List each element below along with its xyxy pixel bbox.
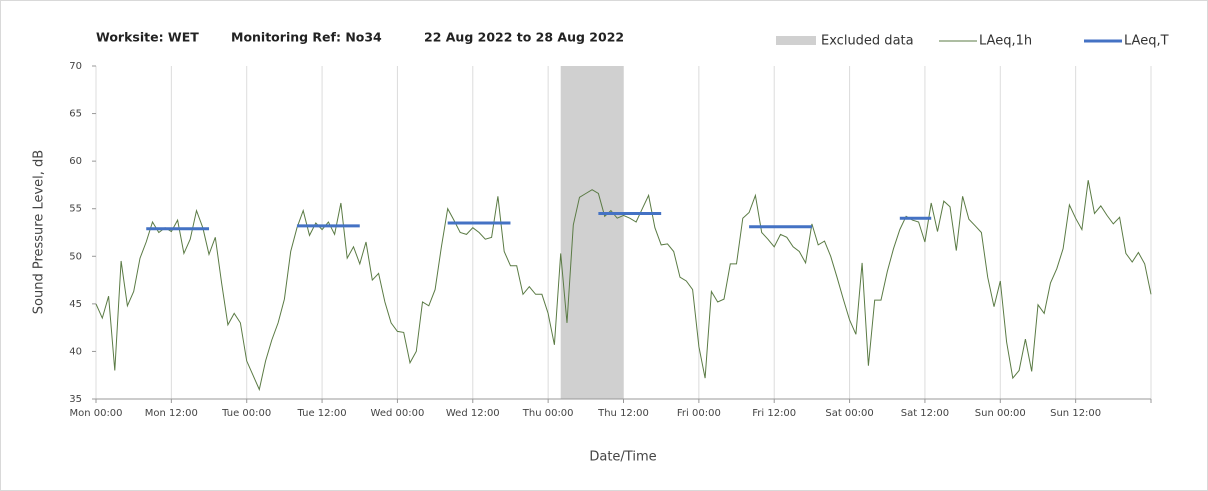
- y-tick-label: 65: [69, 109, 82, 120]
- chart-title: Worksite: WET: [96, 30, 199, 45]
- x-tick-label: Wed 12:00: [446, 408, 500, 419]
- y-tick-label: 35: [69, 394, 82, 405]
- chart-title: 22 Aug 2022 to 28 Aug 2022: [424, 30, 624, 45]
- x-tick-label: Sat 12:00: [901, 408, 949, 419]
- x-tick-label: Mon 12:00: [145, 408, 198, 419]
- x-tick-label: Thu 12:00: [597, 408, 649, 419]
- x-tick-label: Tue 12:00: [297, 408, 347, 419]
- chart-title: Monitoring Ref: No34: [231, 30, 382, 45]
- y-tick-label: 55: [69, 204, 82, 215]
- y-tick-label: 50: [69, 251, 82, 262]
- legend-label: LAeq,1h: [979, 34, 1032, 49]
- legend-label: LAeq,T: [1124, 34, 1169, 49]
- x-tick-label: Tue 00:00: [221, 408, 271, 419]
- x-tick-label: Wed 00:00: [371, 408, 425, 419]
- x-tick-label: Thu 00:00: [522, 408, 574, 419]
- legend-label: Excluded data: [821, 34, 914, 49]
- y-axis-label: Sound Pressure Level, dB: [32, 150, 47, 314]
- x-tick-label: Mon 00:00: [69, 408, 122, 419]
- x-tick-label: Sun 12:00: [1050, 408, 1101, 419]
- y-tick-label: 40: [69, 346, 82, 357]
- line-series: [95, 180, 1152, 392]
- y-tick-label: 70: [69, 61, 82, 72]
- y-tick-label: 60: [69, 156, 82, 167]
- x-tick-label: Fri 12:00: [752, 408, 796, 419]
- x-axis-label: Date/Time: [589, 450, 656, 465]
- excluded-band: [560, 66, 624, 399]
- legend-swatch: [776, 36, 816, 45]
- x-tick-label: Sun 00:00: [975, 408, 1026, 419]
- x-tick-label: Sat 00:00: [825, 408, 873, 419]
- x-tick-label: Fri 00:00: [677, 408, 721, 419]
- y-tick-label: 45: [69, 299, 82, 310]
